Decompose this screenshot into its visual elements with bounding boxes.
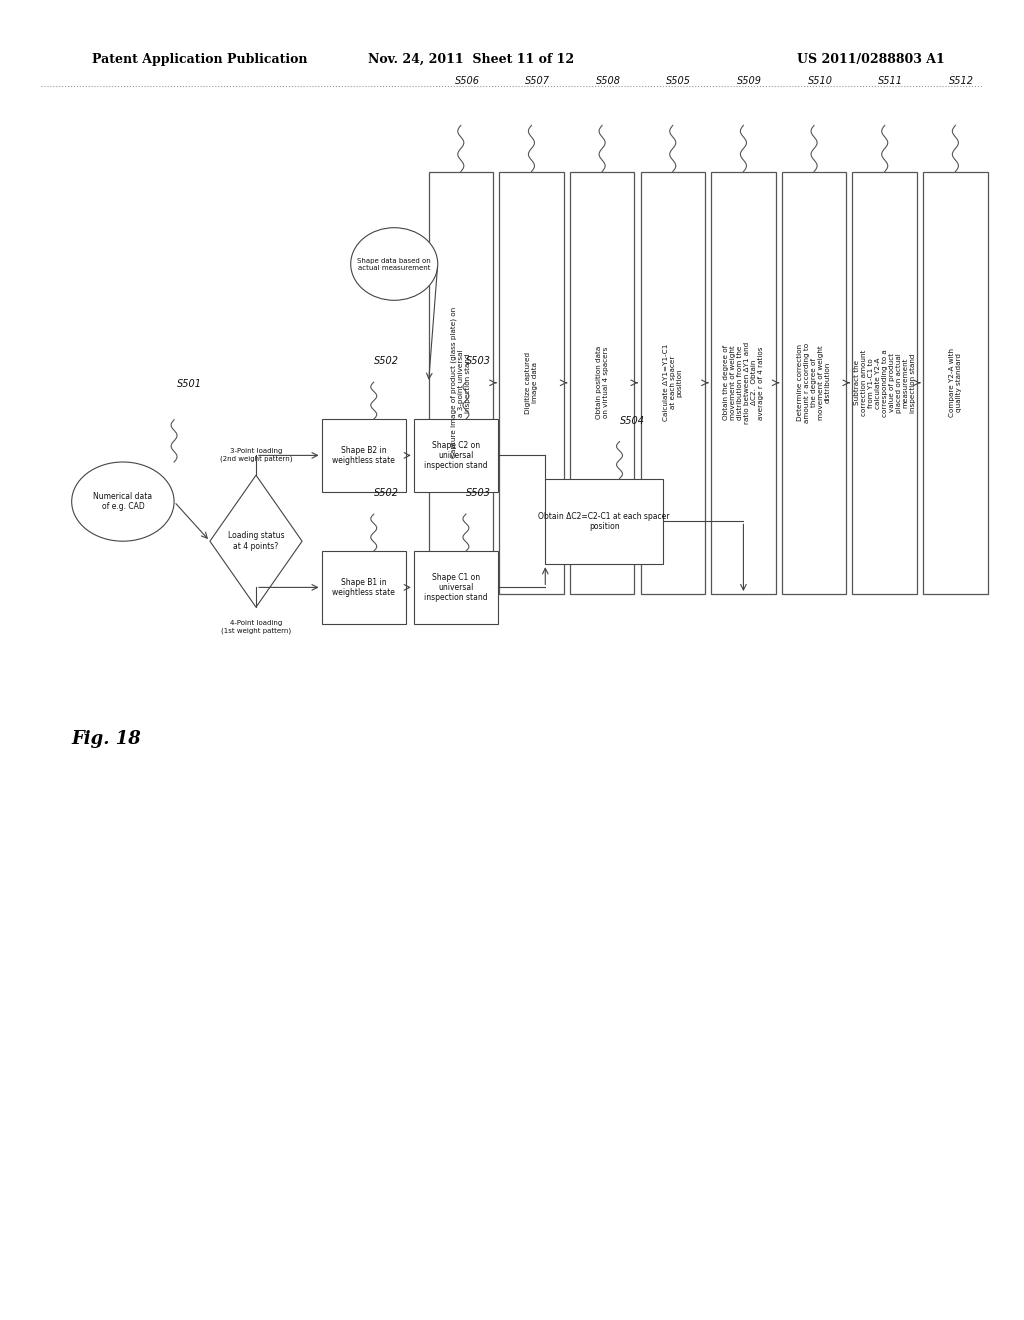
Text: Compare Y2-A with
quality standard: Compare Y2-A with quality standard (949, 348, 962, 417)
Text: Nov. 24, 2011  Sheet 11 of 12: Nov. 24, 2011 Sheet 11 of 12 (368, 53, 574, 66)
Text: S503: S503 (466, 488, 490, 498)
Text: S511: S511 (879, 75, 903, 86)
Text: Digitize captured
image data: Digitize captured image data (525, 351, 538, 414)
FancyBboxPatch shape (545, 479, 664, 565)
Ellipse shape (72, 462, 174, 541)
Text: Shape B2 in
weightless state: Shape B2 in weightless state (332, 446, 395, 465)
Text: Subtract the
correction amount
from Y1-C1 to
calculate Y2-A
corresponding to a
v: Subtract the correction amount from Y1-C… (854, 348, 915, 417)
Text: S510: S510 (808, 75, 833, 86)
Text: Patent Application Publication: Patent Application Publication (92, 53, 307, 66)
Text: S509: S509 (737, 75, 762, 86)
Text: Numerical data
of e.g. CAD: Numerical data of e.g. CAD (93, 492, 153, 511)
Text: S503: S503 (466, 356, 490, 366)
Text: 3-Point loading
(2nd weight pattern): 3-Point loading (2nd weight pattern) (220, 449, 292, 462)
FancyBboxPatch shape (500, 172, 563, 594)
FancyBboxPatch shape (782, 172, 846, 594)
FancyBboxPatch shape (322, 550, 406, 623)
Text: Shape B1 in
weightless state: Shape B1 in weightless state (332, 578, 395, 597)
FancyBboxPatch shape (414, 418, 498, 491)
Text: Calculate ΔY1=Y1-C1
at each spacer
position: Calculate ΔY1=Y1-C1 at each spacer posit… (663, 345, 683, 421)
Ellipse shape (350, 227, 438, 300)
FancyBboxPatch shape (428, 172, 494, 594)
Text: S504: S504 (621, 416, 645, 425)
Text: Capture image of product (glass plate) on
a 3-point universal
inspection stand: Capture image of product (glass plate) o… (451, 308, 471, 458)
Polygon shape (210, 475, 302, 607)
Text: Obtain position data
on virtual 4 spacers: Obtain position data on virtual 4 spacer… (596, 346, 608, 420)
Text: Fig. 18: Fig. 18 (72, 730, 141, 748)
FancyBboxPatch shape (322, 418, 406, 491)
Text: Shape C1 on
universal
inspection stand: Shape C1 on universal inspection stand (424, 573, 487, 602)
Text: US 2011/0288803 A1: US 2011/0288803 A1 (797, 53, 944, 66)
FancyBboxPatch shape (711, 172, 776, 594)
Text: Obtain ΔC2=C2-C1 at each spacer
position: Obtain ΔC2=C2-C1 at each spacer position (539, 512, 670, 531)
Text: S502: S502 (374, 488, 398, 498)
FancyBboxPatch shape (414, 550, 498, 623)
Text: Determine correction
amount r according to
the degree of
movement of weight
dist: Determine correction amount r according … (797, 343, 831, 422)
Text: Shape C2 on
universal
inspection stand: Shape C2 on universal inspection stand (424, 441, 487, 470)
Text: S501: S501 (177, 379, 202, 389)
FancyBboxPatch shape (641, 172, 706, 594)
FancyBboxPatch shape (852, 172, 918, 594)
FancyBboxPatch shape (569, 172, 634, 594)
Text: S508: S508 (596, 75, 621, 86)
Text: Loading status
at 4 points?: Loading status at 4 points? (227, 532, 285, 550)
Text: S505: S505 (667, 75, 691, 86)
Text: S512: S512 (949, 75, 974, 86)
Text: S507: S507 (525, 75, 550, 86)
Text: Shape data based on
actual measurement: Shape data based on actual measurement (357, 257, 431, 271)
Text: Obtain the degree of
movement of weight
distribution from the
ratio between ΔY1 : Obtain the degree of movement of weight … (723, 342, 764, 424)
Text: 4-Point loading
(1st weight pattern): 4-Point loading (1st weight pattern) (221, 620, 291, 634)
Text: S502: S502 (374, 356, 398, 366)
FancyBboxPatch shape (924, 172, 988, 594)
Text: S506: S506 (455, 75, 479, 86)
